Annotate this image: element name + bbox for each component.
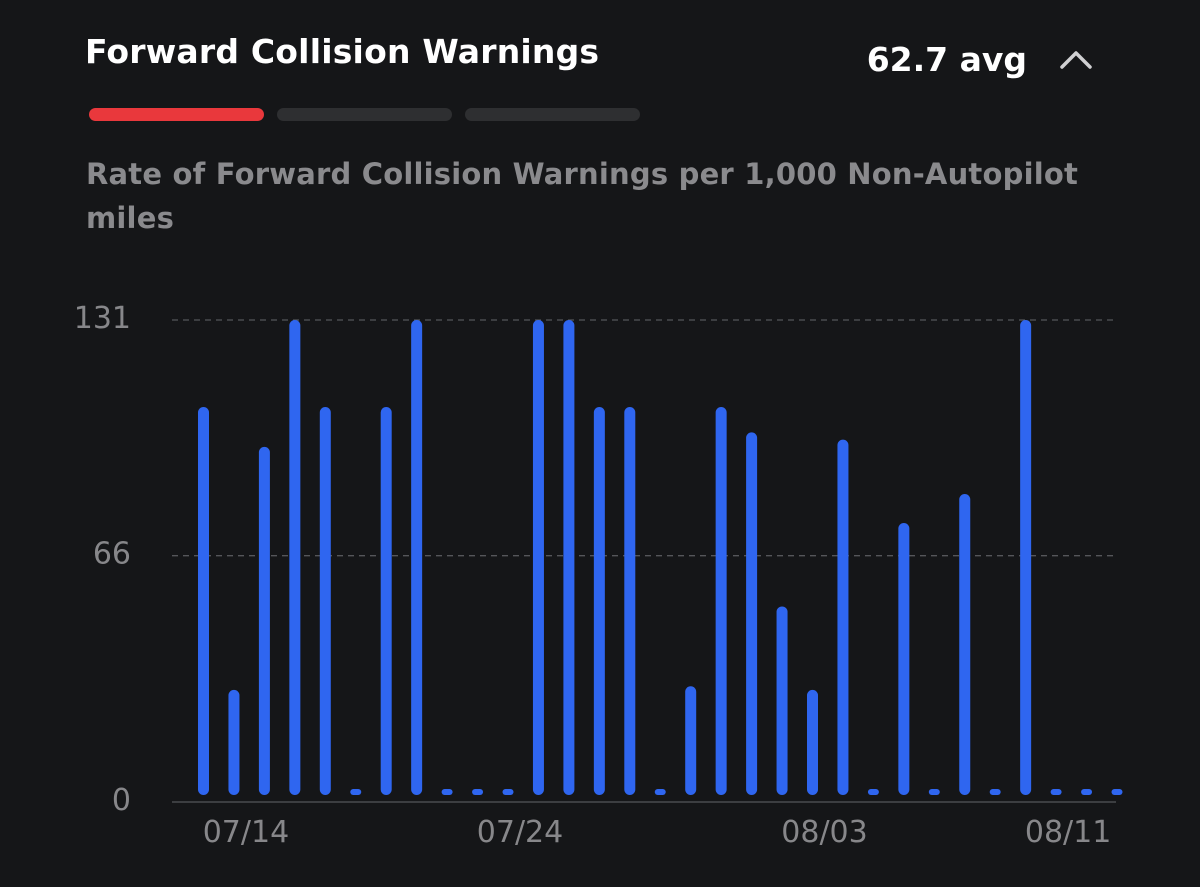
y-tick-label: 131 (74, 301, 131, 336)
y-tick-label: 66 (93, 537, 131, 572)
bar-08/01[interactable] (776, 606, 788, 795)
bar-08/02[interactable] (807, 689, 818, 795)
bar-07/15[interactable] (258, 446, 270, 795)
bar-07/21[interactable] (441, 789, 453, 795)
bar-08/10[interactable] (1050, 789, 1062, 795)
bar-07/29[interactable] (685, 686, 697, 795)
bar-07/19[interactable] (380, 407, 392, 795)
metric-tab-2[interactable] (277, 108, 452, 121)
bar-07/31[interactable] (746, 432, 758, 795)
x-tick-label: 08/11 (1025, 815, 1111, 850)
bar-07/24[interactable] (532, 320, 544, 795)
metric-tab-1[interactable] (89, 108, 264, 121)
bar-08/04[interactable] (867, 789, 879, 795)
bar-07/14[interactable] (228, 689, 240, 795)
bar-08/08[interactable] (989, 789, 1001, 795)
bar-08/03[interactable] (837, 439, 849, 795)
bar-07/28[interactable] (654, 789, 666, 795)
metric-tab-3[interactable] (465, 108, 640, 121)
bar-08/11[interactable] (1081, 789, 1093, 795)
bar-07/26[interactable] (593, 407, 605, 795)
bar-08/12[interactable] (1111, 789, 1123, 795)
bar-07/23[interactable] (502, 789, 514, 795)
average-value: 62.7 avg (866, 40, 1027, 79)
bar-08/09[interactable] (1020, 320, 1032, 795)
bar-08/05[interactable] (898, 523, 910, 795)
bar-08/06[interactable] (928, 789, 940, 795)
bar-07/13[interactable] (198, 407, 209, 795)
card-header: Forward Collision Warnings 62.7 avg (85, 30, 1115, 80)
chevron-up-icon[interactable] (1059, 48, 1093, 70)
y-tick-label: 0 (112, 783, 131, 818)
chart-subtitle: Rate of Forward Collision Warnings per 1… (86, 157, 1079, 235)
bar-07/30[interactable] (715, 407, 727, 795)
x-tick-label: 07/24 (477, 815, 563, 850)
bar-07/20[interactable] (411, 320, 423, 795)
bar-07/22[interactable] (472, 789, 484, 795)
x-tick-label: 07/14 (203, 815, 289, 850)
bar-07/27[interactable] (624, 407, 636, 795)
bar-07/25[interactable] (563, 320, 575, 795)
bar-07/18[interactable] (350, 789, 362, 795)
x-tick-label: 08/03 (781, 815, 867, 850)
bar-07/17[interactable] (319, 407, 331, 795)
bar-07/16[interactable] (289, 320, 301, 795)
card-title: Forward Collision Warnings (85, 32, 600, 71)
metric-tabs (89, 108, 649, 122)
bar-08/07[interactable] (959, 494, 971, 795)
